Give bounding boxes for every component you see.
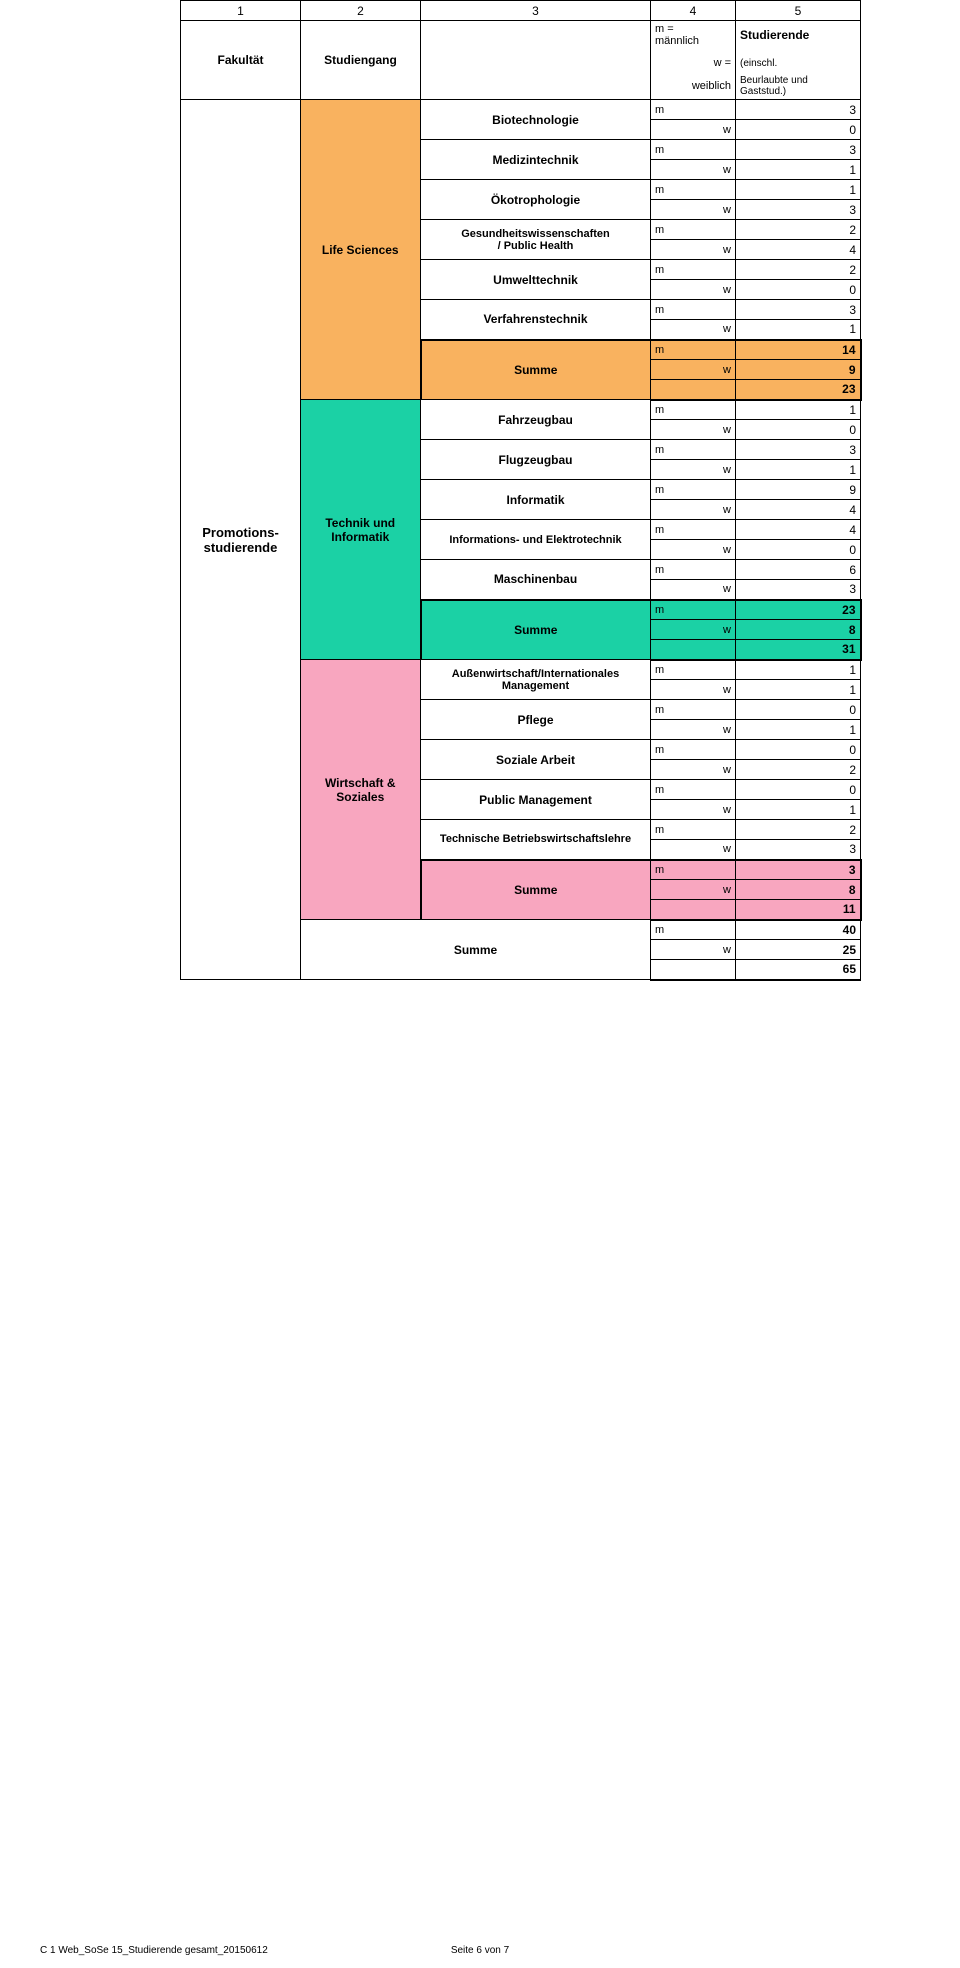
faculty-life-sciences: Life Sciences bbox=[301, 100, 421, 400]
summe-ls: Summe bbox=[421, 340, 651, 400]
row-label-promotions: Promotions-studierende bbox=[181, 100, 301, 980]
col-num-1: 1 bbox=[181, 1, 301, 21]
header-m-eq: m = männlich bbox=[651, 21, 736, 50]
header-studiengang: Studiengang bbox=[301, 21, 421, 100]
header-note-23: Beurlaubte und Gaststud.) bbox=[736, 73, 861, 100]
course-oekotrophologie: Ökotrophologie bbox=[421, 180, 651, 220]
page: 1 2 3 4 5 Fakultät Studiengang m = männl… bbox=[0, 0, 960, 1968]
faculty-wirtschaft-soziales: Wirtschaft &Soziales bbox=[301, 660, 421, 920]
header-w-eq: w = bbox=[651, 53, 736, 73]
gender-w: w bbox=[651, 120, 736, 140]
m-eq-text: m = bbox=[655, 23, 674, 35]
m-word-text: männlich bbox=[655, 35, 699, 47]
data-table: 1 2 3 4 5 Fakultät Studiengang m = männl… bbox=[180, 0, 862, 981]
col-number-row: 1 2 3 4 5 bbox=[181, 1, 861, 21]
col-num-3: 3 bbox=[421, 1, 651, 21]
note3-text: Gaststud.) bbox=[740, 86, 786, 97]
val: 3 bbox=[736, 100, 861, 120]
gender-m: m bbox=[651, 100, 736, 120]
course-soziale-arbeit: Soziale Arbeit bbox=[421, 740, 651, 780]
course-tech-bwl: Technische Betriebswirtschaftslehre bbox=[421, 820, 651, 860]
course-public-management: Public Management bbox=[421, 780, 651, 820]
course-info-elektro: Informations- und Elektrotechnik bbox=[421, 520, 651, 560]
summe-ws: Summe bbox=[421, 860, 651, 920]
header-row-1: Fakultät Studiengang m = männlich Studie… bbox=[181, 21, 861, 50]
header-fakultaet: Fakultät bbox=[181, 21, 301, 100]
course-maschinenbau: Maschinenbau bbox=[421, 560, 651, 600]
grand-summe-label: Summe bbox=[301, 920, 651, 980]
course-biotechnologie: Biotechnologie bbox=[421, 100, 651, 140]
val: 0 bbox=[736, 120, 861, 140]
table-row: Promotions-studierende Life Sciences Bio… bbox=[181, 100, 861, 120]
course-aussenwirtschaft: Außenwirtschaft/Internationales Manageme… bbox=[421, 660, 651, 700]
course-medizintechnik: Medizintechnik bbox=[421, 140, 651, 180]
header-note-1: (einschl. bbox=[736, 53, 861, 73]
course-pflege: Pflege bbox=[421, 700, 651, 740]
header-w-word: weiblich bbox=[651, 73, 736, 100]
course-gesundheitswiss: Gesundheitswissenschaften / Public Healt… bbox=[421, 220, 651, 260]
course-umwelttechnik: Umwelttechnik bbox=[421, 260, 651, 300]
summe-ti: Summe bbox=[421, 600, 651, 660]
header-students: Studierende bbox=[736, 21, 861, 50]
course-verfahrenstechnik: Verfahrenstechnik bbox=[421, 300, 651, 340]
col-num-4: 4 bbox=[651, 1, 736, 21]
w-eq-text: w = bbox=[714, 57, 731, 69]
faculty-technik-informatik: Technik undInformatik bbox=[301, 400, 421, 660]
footer-center: Seite 6 von 7 bbox=[0, 1945, 960, 1956]
note2-text: Beurlaubte und bbox=[740, 75, 808, 86]
col-num-2: 2 bbox=[301, 1, 421, 21]
course-flugzeugbau: Flugzeugbau bbox=[421, 440, 651, 480]
course-informatik: Informatik bbox=[421, 480, 651, 520]
col-num-5: 5 bbox=[736, 1, 861, 21]
course-fahrzeugbau: Fahrzeugbau bbox=[421, 400, 651, 440]
